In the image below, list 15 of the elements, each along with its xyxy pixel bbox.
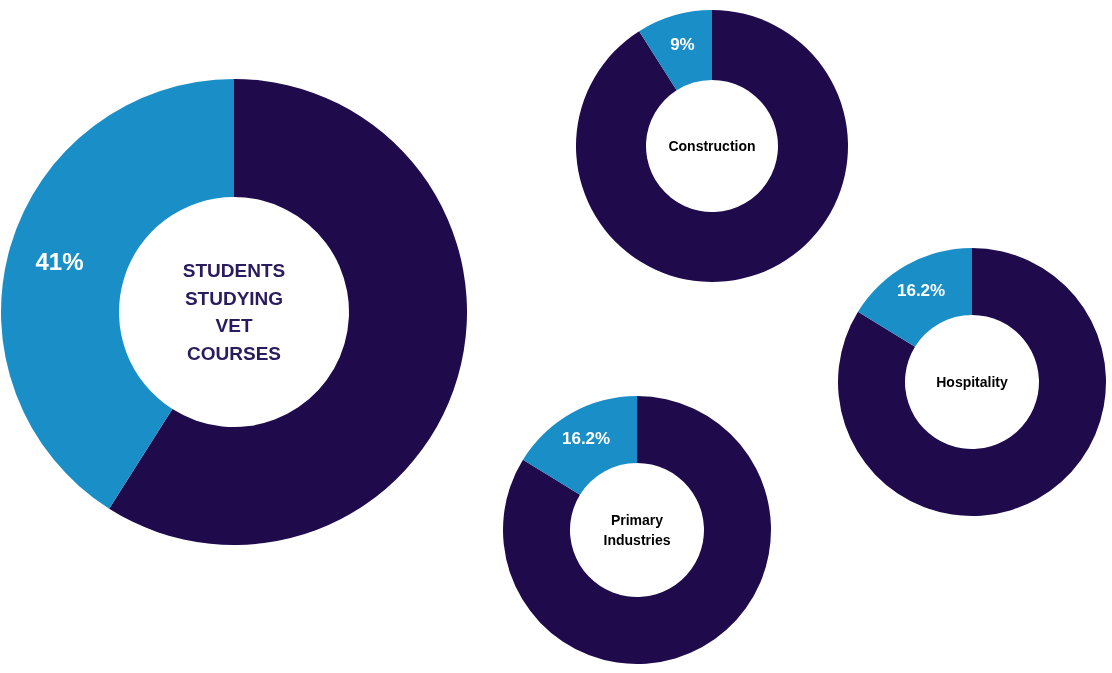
text: Primary Industries bbox=[603, 511, 671, 549]
donut-slice bbox=[838, 248, 1106, 516]
text: STUDENTS STUDYING VET COURSES bbox=[182, 260, 286, 364]
data-label: 41% bbox=[35, 247, 84, 275]
donut-slice bbox=[522, 396, 637, 495]
donut-slice bbox=[503, 396, 771, 664]
data-label: 16.2% bbox=[561, 429, 611, 449]
donut-slice bbox=[576, 10, 848, 282]
text: Construction bbox=[668, 138, 756, 154]
donut-slice bbox=[639, 10, 712, 91]
donut-slice bbox=[857, 248, 972, 347]
data-label: 16.2% bbox=[896, 281, 946, 301]
donut-slice bbox=[109, 79, 467, 545]
text: Hospitality bbox=[936, 374, 1008, 390]
data-label: 9% bbox=[670, 34, 695, 54]
